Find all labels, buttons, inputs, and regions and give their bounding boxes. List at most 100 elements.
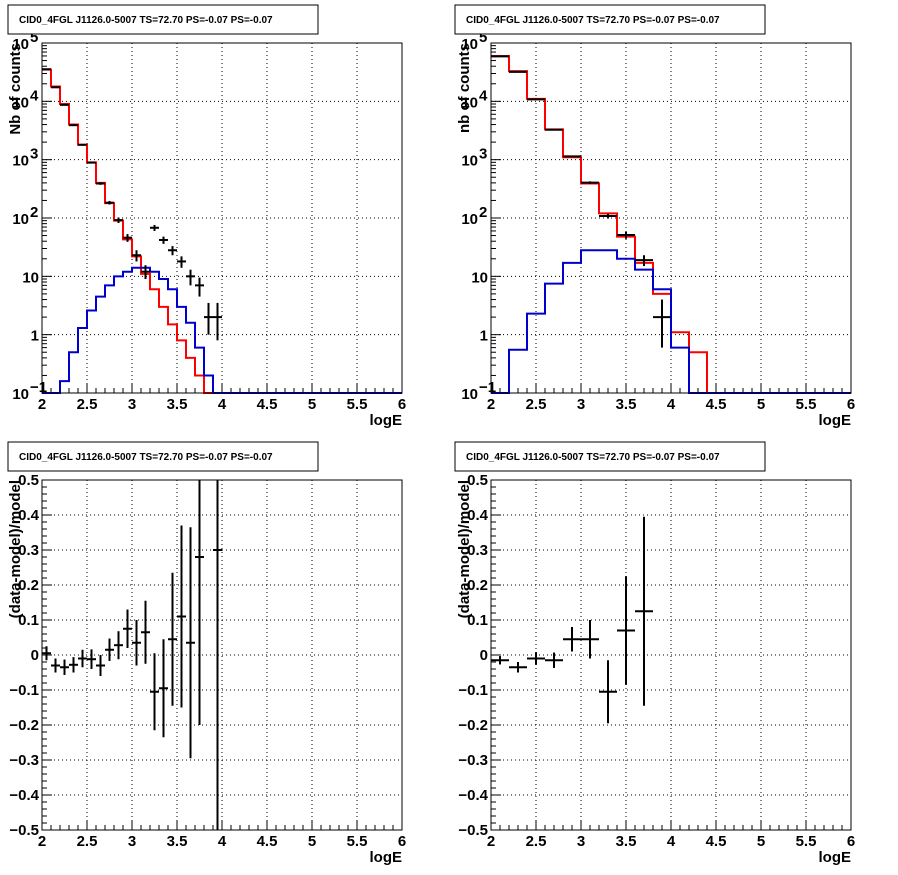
title-box bbox=[454, 441, 766, 472]
y-tick-label: 0.3 bbox=[18, 542, 39, 559]
y-tick-label: 0.4 bbox=[467, 507, 489, 524]
y-tick-label: 0.3 bbox=[467, 542, 488, 559]
x-tick-label: 6 bbox=[847, 833, 855, 850]
grid bbox=[490, 479, 852, 831]
y-tick-exponent: 4 bbox=[30, 87, 39, 104]
residual-point bbox=[150, 653, 159, 731]
residual-point bbox=[599, 660, 617, 724]
y-tick-label: 10 3 bbox=[12, 146, 38, 170]
y-tick-label: 10 2 bbox=[12, 204, 38, 228]
title-box bbox=[7, 4, 319, 35]
residual-point bbox=[105, 638, 114, 661]
residual-panel-bottom-right: 2 2.5 3 3.5 4 4.5 5 5.5 6 −0.5 −0.4 −0.3 −0.2 −0.1 0 0.… bbox=[454, 441, 855, 866]
y-tick-label: 10 5 bbox=[12, 29, 38, 53]
residual-point bbox=[177, 525, 186, 708]
y-tick-label: 0.5 bbox=[18, 472, 39, 489]
x-tick-label: 3 bbox=[577, 396, 585, 413]
x-tick-label: 5.5 bbox=[796, 833, 817, 850]
residual-point bbox=[545, 652, 563, 668]
x-tick-label: 4 bbox=[218, 833, 227, 850]
residual-point bbox=[635, 516, 653, 706]
y-tick-label: 10 2 bbox=[461, 204, 487, 228]
y-tick-label: 1 bbox=[31, 328, 39, 345]
grid bbox=[41, 479, 403, 831]
data-point bbox=[51, 86, 60, 89]
data-point bbox=[635, 255, 653, 267]
y-tick-label: 0.5 bbox=[467, 472, 488, 489]
y-tick-base: 10 bbox=[12, 36, 29, 53]
y-tick-exponent: 3 bbox=[479, 146, 487, 163]
data-point bbox=[69, 124, 78, 127]
y-tick-label: 1 bbox=[480, 328, 488, 345]
series-data-points bbox=[491, 55, 671, 348]
y-tick-label: 10 4 bbox=[12, 87, 39, 111]
y-tick-label: −0.1 bbox=[9, 682, 39, 699]
residual-point bbox=[141, 600, 150, 664]
residual-point bbox=[132, 620, 141, 666]
x-tick-label: 3.5 bbox=[616, 833, 637, 850]
y-tick-exponent: −1 bbox=[30, 379, 47, 396]
residual-point bbox=[96, 655, 105, 676]
y-tick-exponent: 2 bbox=[30, 204, 38, 221]
data-point bbox=[60, 103, 69, 106]
y-tick-base: 10 bbox=[461, 36, 478, 53]
y-tick-label: −0.5 bbox=[9, 822, 39, 839]
x-tick-label: 4 bbox=[667, 396, 676, 413]
y-tick-base: 10 bbox=[471, 269, 488, 286]
data-point bbox=[132, 250, 141, 262]
residual-point bbox=[42, 646, 51, 661]
y-tick-base: 10 bbox=[461, 153, 478, 170]
x-tick-label: 4 bbox=[218, 396, 227, 413]
x-tick-label: 2 bbox=[487, 396, 495, 413]
title-box bbox=[454, 4, 766, 35]
residual-point bbox=[213, 480, 222, 830]
y-tick-exponent: 5 bbox=[479, 29, 487, 46]
chart-title: CID0_4FGL J1126.0-5007 TS=72.70 PS=-0.07… bbox=[466, 452, 720, 463]
x-tick-label: 5.5 bbox=[796, 396, 817, 413]
x-tick-label: 4.5 bbox=[706, 833, 727, 850]
y-tick-label: −0.4 bbox=[9, 787, 39, 804]
residual-point bbox=[186, 527, 195, 759]
x-tick-label: 2 bbox=[38, 396, 46, 413]
y-tick-base: 10 bbox=[461, 386, 478, 403]
data-point bbox=[545, 128, 563, 131]
y-tick-label: 0 bbox=[31, 647, 39, 664]
y-axis-label: (data-model)/model bbox=[7, 480, 24, 618]
y-tick-label: −0.2 bbox=[458, 717, 488, 734]
y-tick-label: −0.5 bbox=[458, 822, 488, 839]
data-point bbox=[581, 181, 599, 184]
residual-point bbox=[491, 656, 509, 665]
y-tick-label: 0.1 bbox=[467, 612, 488, 629]
residual-point bbox=[527, 652, 545, 665]
y-tick-exponent: 3 bbox=[30, 146, 38, 163]
data-point bbox=[78, 143, 87, 146]
title-box bbox=[7, 441, 319, 472]
residual-point bbox=[87, 649, 96, 669]
x-tick-label: 2.5 bbox=[77, 833, 98, 850]
y-tick-label: −0.4 bbox=[458, 787, 488, 804]
x-tick-label: 5.5 bbox=[347, 396, 368, 413]
y-tick-base: 10 bbox=[22, 269, 39, 286]
y-tick-label: 10 bbox=[471, 269, 488, 286]
residual-point bbox=[509, 662, 527, 673]
data-point bbox=[617, 231, 635, 239]
y-tick-base: 10 bbox=[461, 94, 478, 111]
y-tick-base: 1 bbox=[31, 328, 39, 345]
y-axis-label: nb of counts bbox=[456, 43, 473, 133]
y-tick-base: 10 bbox=[12, 386, 29, 403]
chart-title: CID0_4FGL J1126.0-5007 TS=72.70 PS=-0.07… bbox=[19, 452, 273, 463]
x-tick-label: 5 bbox=[757, 833, 765, 850]
y-tick-label: 0.1 bbox=[18, 612, 39, 629]
data-point bbox=[177, 256, 186, 268]
x-tick-label: 2.5 bbox=[526, 833, 547, 850]
x-tick-label: 5.5 bbox=[347, 833, 368, 850]
x-tick-label: 4.5 bbox=[257, 833, 278, 850]
data-point bbox=[114, 217, 123, 224]
data-point bbox=[653, 299, 671, 348]
y-tick-exponent: 4 bbox=[479, 87, 488, 104]
y-tick-label: 10 bbox=[22, 269, 39, 286]
residual-point bbox=[78, 649, 87, 668]
residual-point bbox=[617, 576, 635, 685]
